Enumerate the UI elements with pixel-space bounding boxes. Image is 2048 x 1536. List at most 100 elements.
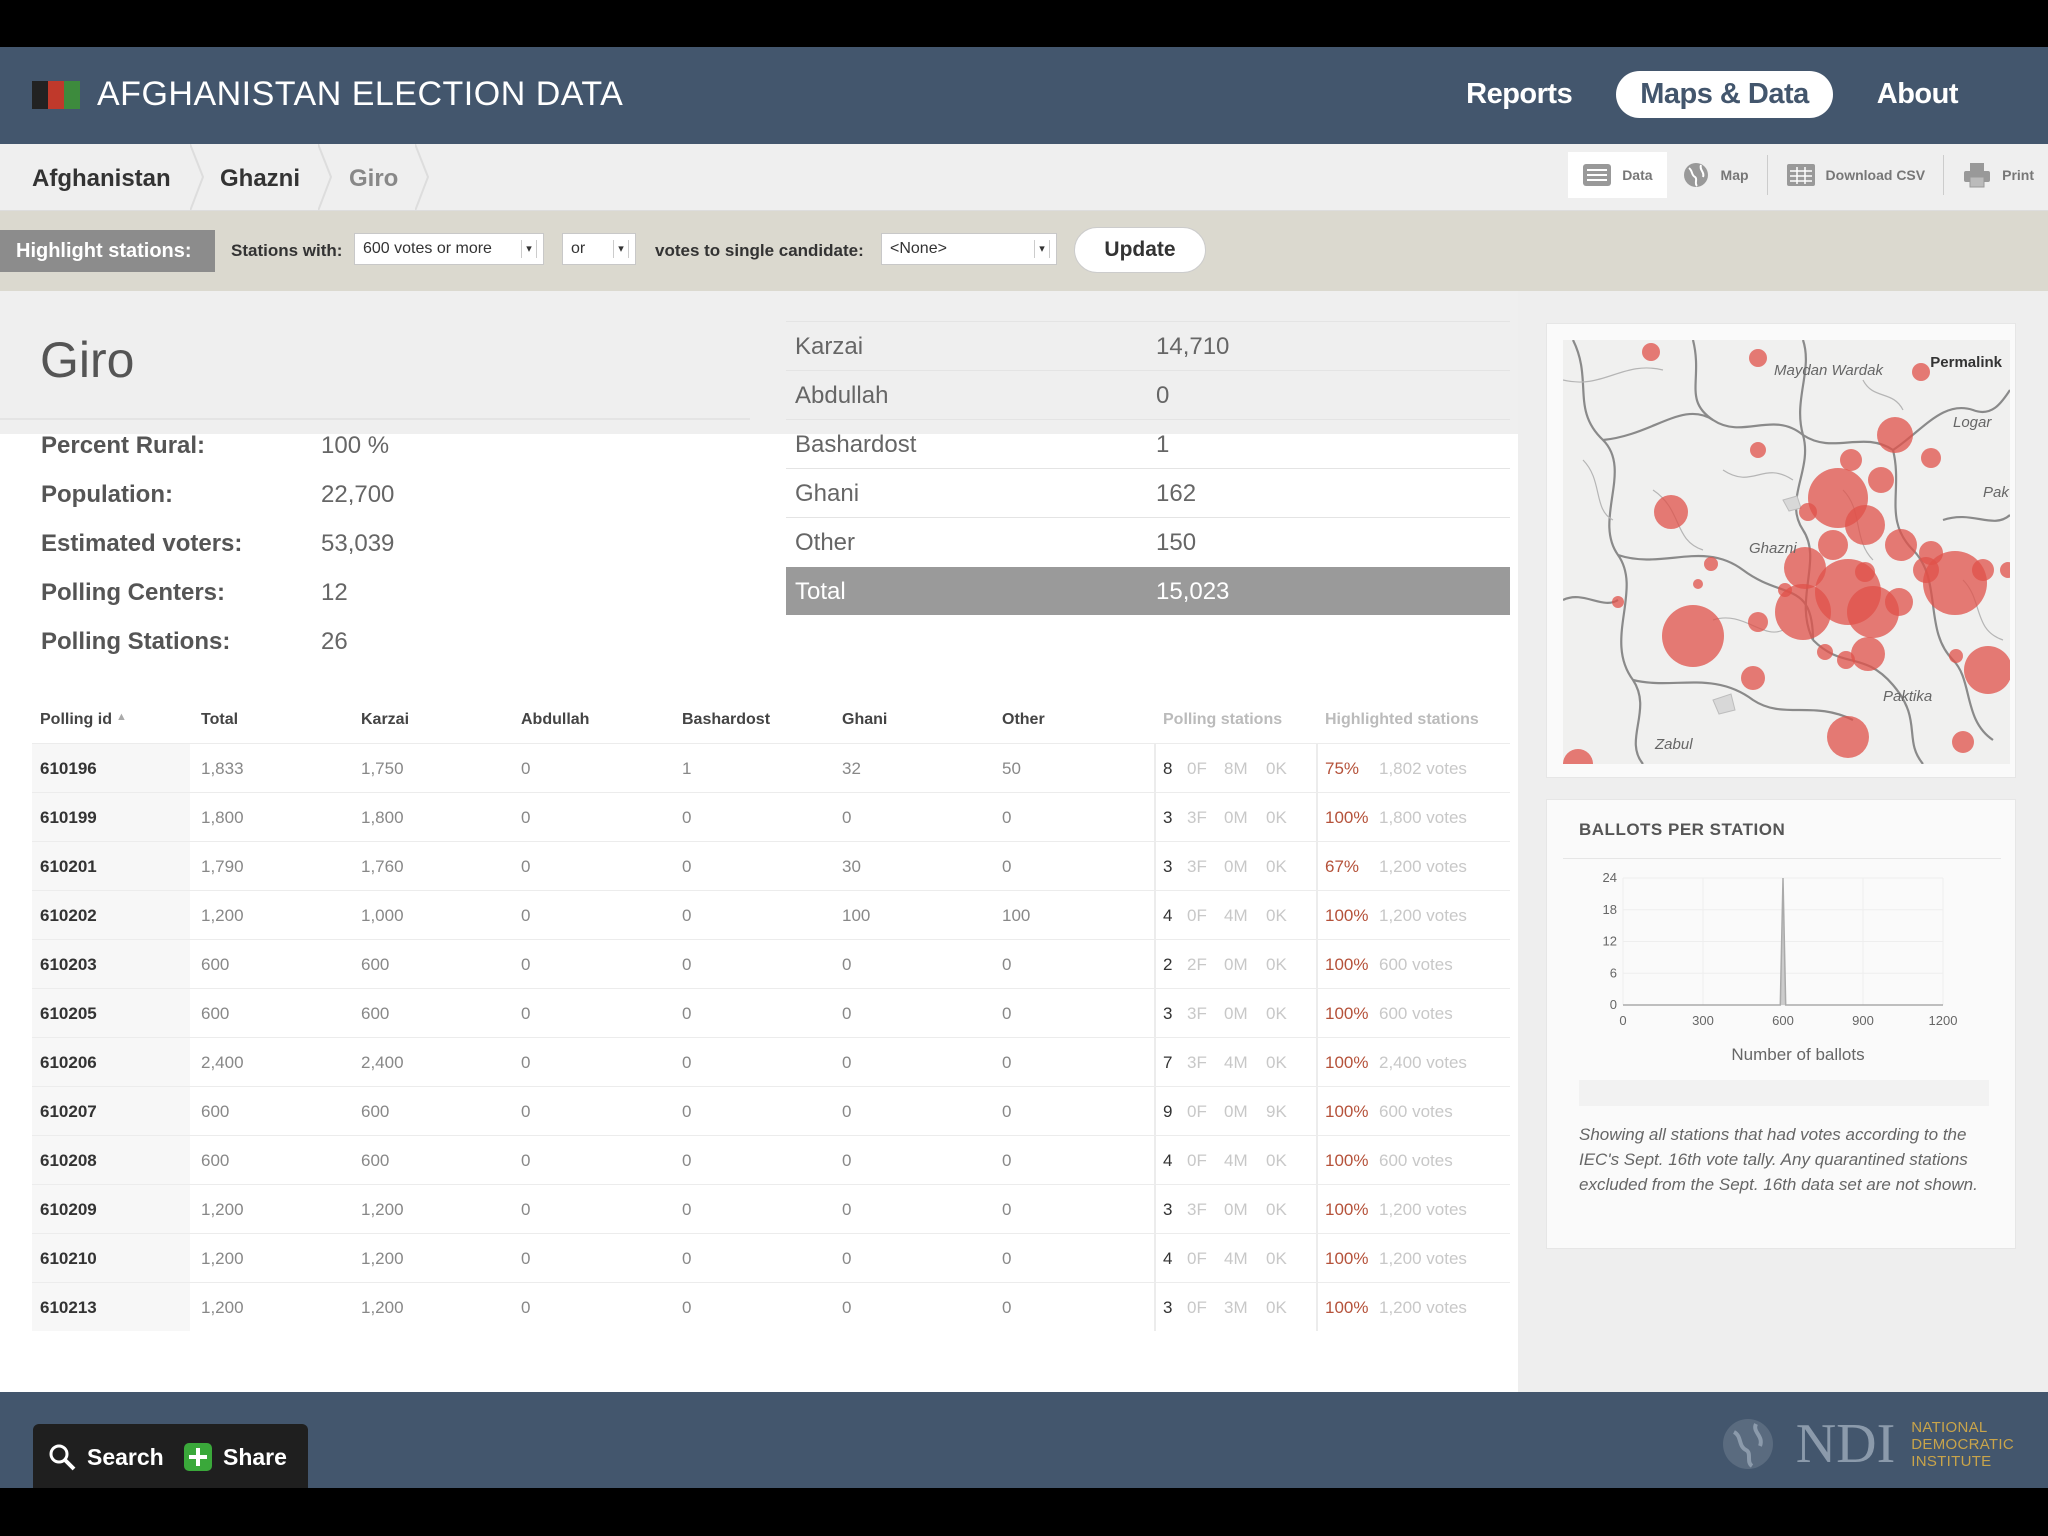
nav-reports[interactable]: Reports: [1466, 78, 1573, 110]
polling-center-marker[interactable]: [1799, 503, 1817, 521]
map-view-button[interactable]: Map: [1667, 152, 1763, 198]
polling-center-marker[interactable]: [1837, 651, 1855, 669]
candidate-select[interactable]: <None> ▾: [881, 233, 1057, 265]
polling-center-marker[interactable]: [1851, 637, 1885, 671]
polling-center-marker[interactable]: [1913, 557, 1939, 583]
polling-center-marker[interactable]: [1693, 579, 1703, 589]
table-row[interactable]: 610202 1,200 1,000 0 0 100 100 4 0F 4M 0K 100% 1,200…: [32, 890, 1510, 939]
candidate-votes: 1: [1156, 431, 1170, 458]
map-label-pak: Pak: [1983, 484, 2009, 501]
polling-center-marker[interactable]: [1827, 716, 1869, 758]
print-button[interactable]: Print: [1948, 152, 2048, 198]
cell-id[interactable]: 610199: [40, 808, 97, 827]
col-ghani[interactable]: Ghani: [842, 711, 888, 728]
polling-center-marker[interactable]: [1921, 448, 1941, 468]
polling-center-marker[interactable]: [1840, 449, 1862, 471]
polling-center-marker[interactable]: [1923, 551, 1987, 615]
polling-center-marker[interactable]: [1784, 547, 1826, 589]
col-highlighted-stations[interactable]: Highlighted stations: [1325, 711, 1479, 728]
table-row[interactable]: 610203 600 600 0 0 0 0 2 2F 0M 0K 100% 600 votes: [32, 939, 1510, 988]
table-row[interactable]: 610199 1,800 1,800 0 0 0 0 3 3F 0M 0K 100% 1,800 vot…: [32, 792, 1510, 841]
polling-center-marker[interactable]: [1778, 583, 1792, 597]
votes-threshold-select[interactable]: 600 votes or more ▾: [354, 233, 544, 265]
table-row[interactable]: 610206 2,400 2,400 0 0 0 0 7 3F 4M 0K 100% 2,400 vot…: [32, 1037, 1510, 1086]
polling-center-marker[interactable]: [1845, 505, 1885, 545]
search-button[interactable]: Search: [47, 1442, 164, 1472]
share-button[interactable]: Share: [183, 1442, 287, 1472]
cell-other: 0: [1002, 808, 1012, 827]
table-row[interactable]: 610205 600 600 0 0 0 0 3 3F 0M 0K 100% 600 votes: [32, 988, 1510, 1037]
cell-ghani: 0: [842, 1200, 852, 1219]
col-total[interactable]: Total: [201, 711, 239, 728]
polling-center-marker[interactable]: [1868, 467, 1894, 493]
cell-id[interactable]: 610196: [40, 759, 97, 778]
table-row[interactable]: 610208 600 600 0 0 0 0 4 0F 4M 0K 100% 600 votes: [32, 1135, 1510, 1184]
permalink-link[interactable]: Permalink: [1930, 354, 2002, 371]
col-bashardost[interactable]: Bashardost: [682, 711, 771, 728]
cell-id[interactable]: 610210: [40, 1249, 97, 1268]
cell-id[interactable]: 610205: [40, 1004, 97, 1023]
polling-center-marker[interactable]: [1964, 646, 2010, 694]
polling-center-marker[interactable]: [1885, 529, 1917, 561]
ndi-logo[interactable]: NDI NATIONAL DEMOCRATIC INSTITUTE: [1716, 1412, 2014, 1476]
polling-center-marker[interactable]: [1741, 666, 1765, 690]
nav-about[interactable]: About: [1876, 78, 1959, 110]
polling-center-marker[interactable]: [1662, 605, 1724, 667]
col-polling-stations[interactable]: Polling stations: [1163, 711, 1283, 728]
polling-center-marker[interactable]: [2000, 562, 2010, 578]
breadcrumb-afghanistan[interactable]: Afghanistan: [32, 165, 171, 192]
table-row[interactable]: 610209 1,200 1,200 0 0 0 0 3 3F 0M 0K 100% 1,200 vot…: [32, 1184, 1510, 1233]
col-other[interactable]: Other: [1002, 711, 1045, 728]
polling-center-marker[interactable]: [1885, 588, 1913, 616]
polling-center-marker[interactable]: [1775, 584, 1831, 640]
download-csv-button[interactable]: Download CSV: [1772, 152, 1940, 198]
polling-center-marker[interactable]: [1642, 343, 1660, 361]
cell-id[interactable]: 610201: [40, 857, 97, 876]
table-row[interactable]: 610196 1,833 1,750 0 1 32 50 8 0F 8M 0K 75% 1,802 vo…: [32, 743, 1510, 792]
table-row[interactable]: 610207 600 600 0 0 0 0 9 0F 0M 9K 100% 600 votes: [32, 1086, 1510, 1135]
cell-id[interactable]: 610213: [40, 1298, 97, 1317]
col-karzai[interactable]: Karzai: [361, 711, 410, 728]
table-row[interactable]: 610210 1,200 1,200 0 0 0 0 4 0F 4M 0K 100% 1,200 vot…: [32, 1233, 1510, 1282]
polling-center-marker[interactable]: [1818, 530, 1848, 560]
update-button[interactable]: Update: [1074, 227, 1206, 273]
cell-abdullah: 0: [521, 1102, 531, 1121]
polling-center-marker[interactable]: [1949, 649, 1963, 663]
polling-center-marker[interactable]: [1817, 644, 1833, 660]
polling-center-marker[interactable]: [1952, 731, 1974, 753]
chart-scrollbar[interactable]: [1579, 1080, 1989, 1106]
nav-maps-data[interactable]: Maps & Data: [1616, 71, 1833, 118]
cell-pct: 100%: [1325, 955, 1369, 974]
col-polling-id[interactable]: Polling id: [40, 711, 112, 728]
polling-center-marker[interactable]: [1748, 612, 1768, 632]
data-view-button[interactable]: Data: [1568, 152, 1667, 198]
cell-id[interactable]: 610209: [40, 1200, 97, 1219]
chart-x-tick-label: 1200: [1929, 1013, 1958, 1028]
polling-center-marker[interactable]: [1563, 749, 1593, 764]
polling-center-marker[interactable]: [1877, 417, 1913, 453]
cell-id[interactable]: 610208: [40, 1151, 97, 1170]
polling-center-marker[interactable]: [1612, 596, 1624, 608]
polling-center-marker[interactable]: [1654, 495, 1688, 529]
cell-id[interactable]: 610207: [40, 1102, 97, 1121]
site-title[interactable]: AFGHANISTAN ELECTION DATA: [97, 75, 624, 113]
cell-bashardost: 0: [682, 1053, 692, 1072]
polling-center-marker[interactable]: [1704, 557, 1718, 571]
cell-id[interactable]: 610206: [40, 1053, 97, 1072]
breadcrumb-ghazni[interactable]: Ghazni: [220, 165, 301, 192]
polling-center-marker[interactable]: [1972, 559, 1994, 581]
connector-select[interactable]: or ▾: [562, 233, 636, 265]
candidate-name: Karzai: [795, 333, 864, 360]
cell-ghani: 30: [842, 857, 861, 876]
table-row[interactable]: 610201 1,790 1,760 0 0 30 0 3 3F 0M 0K 67% 1,200 vot…: [32, 841, 1510, 890]
table-row[interactable]: 610213 1,200 1,200 0 0 0 0 3 0F 3M 0K 100% 1,200 vot…: [32, 1282, 1510, 1331]
cell-id[interactable]: 610202: [40, 906, 97, 925]
candidate-name: Other: [795, 529, 856, 556]
col-abdullah[interactable]: Abdullah: [521, 711, 590, 728]
cell-hvotes: 1,200 votes: [1379, 857, 1467, 876]
polling-center-marker[interactable]: [1750, 442, 1766, 458]
polling-center-marker[interactable]: [1749, 349, 1767, 367]
polling-center-marker[interactable]: [1912, 363, 1930, 381]
cell-id[interactable]: 610203: [40, 955, 97, 974]
district-map[interactable]: Maydan Wardak Logar Pak Ghazni Paktika Z…: [1563, 340, 2010, 764]
